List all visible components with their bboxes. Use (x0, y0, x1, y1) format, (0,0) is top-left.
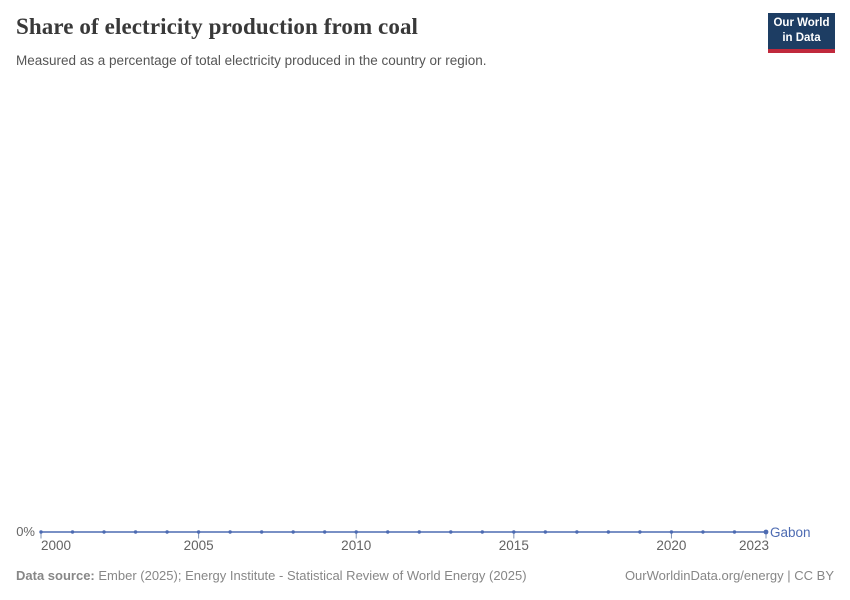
license-link: OurWorldinData.org/energy | CC BY (624, 568, 834, 583)
x-axis-label: 2015 (498, 538, 529, 553)
data-point (669, 530, 674, 534)
data-point (449, 530, 453, 534)
data-source-text: Ember (2025); Energy Institute - Statist… (94, 568, 527, 583)
x-axis-label: 2005 (183, 538, 214, 553)
data-point (512, 530, 516, 534)
chart-subtitle: Measured as a percentage of total electr… (16, 53, 487, 68)
data-point (606, 530, 611, 534)
data-source-note: Data source: Ember (2025); Energy Instit… (16, 567, 527, 584)
owid-logo-text: Our World in Data (773, 17, 830, 44)
data-point (196, 530, 201, 534)
data-source-label: Data source: (16, 568, 95, 583)
data-point (322, 530, 327, 534)
data-point (133, 530, 138, 534)
data-point (386, 530, 390, 534)
data-point (228, 530, 232, 534)
data-point (259, 530, 264, 534)
data-point (543, 530, 548, 534)
data-point (763, 529, 769, 535)
data-point (102, 530, 106, 534)
data-point (354, 530, 358, 534)
owid-logo: Our World in Data (768, 13, 835, 53)
data-point (70, 530, 75, 534)
data-point (575, 530, 579, 534)
data-point (480, 530, 485, 534)
y-axis-zero-label: 0% (16, 524, 35, 539)
data-point (39, 530, 43, 534)
data-point (417, 530, 421, 534)
x-axis-label: 2010 (341, 538, 372, 553)
chart-footer: Data source: Ember (2025); Energy Instit… (16, 567, 834, 584)
data-point (638, 530, 642, 534)
x-axis-label: 2000 (41, 538, 72, 553)
x-axis-label: 2020 (656, 538, 687, 553)
data-point (165, 530, 169, 534)
data-point (732, 530, 737, 534)
data-point (291, 530, 295, 534)
data-point (701, 530, 705, 534)
series-label-gabon: Gabon (770, 525, 811, 540)
x-axis-label: 2023 (738, 538, 769, 553)
chart-title: Share of electricity production from coa… (16, 14, 419, 39)
